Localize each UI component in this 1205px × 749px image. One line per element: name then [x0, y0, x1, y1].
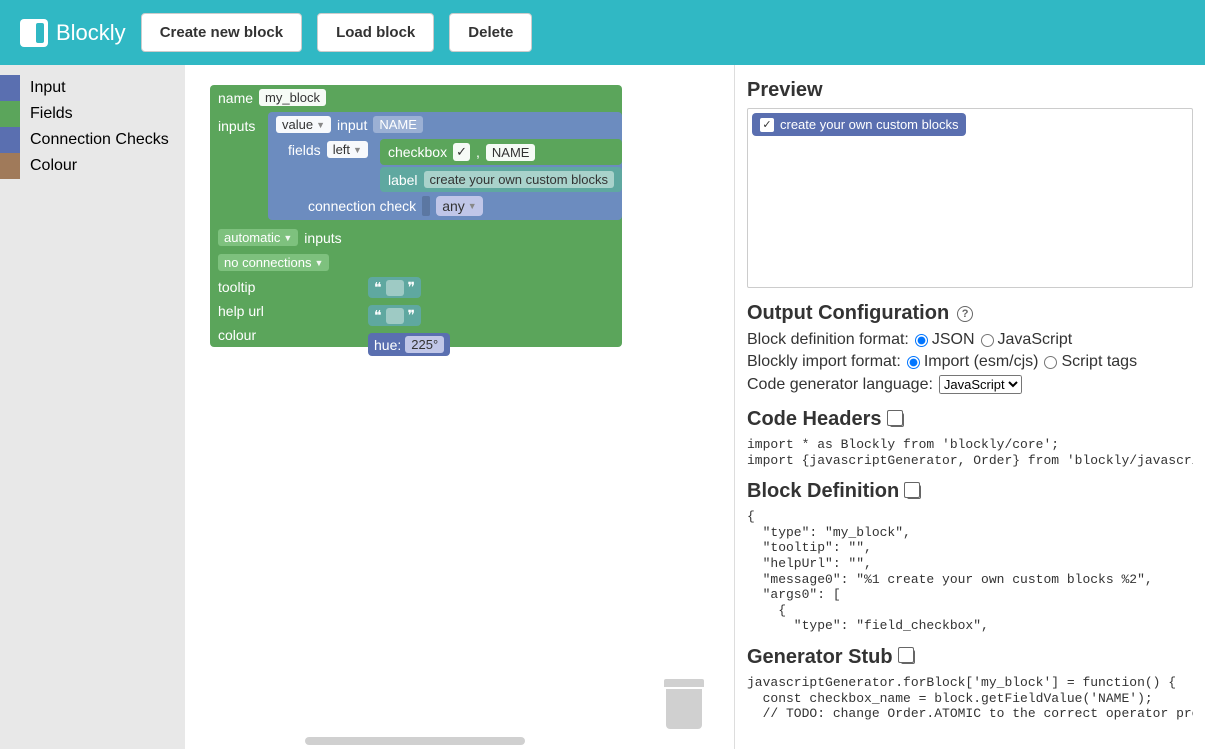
brand-text: Blockly — [56, 20, 126, 46]
copy-icon[interactable] — [890, 413, 904, 427]
sidebar-item-colour[interactable]: Colour — [0, 153, 185, 179]
workspace[interactable]: name my_block inputs value▼ input NAME — [185, 65, 735, 749]
block-factory-root[interactable]: name my_block inputs value▼ input NAME — [210, 85, 622, 347]
preview-block-text: create your own custom blocks — [780, 117, 958, 132]
def-format-json-radio[interactable]: JSON — [915, 331, 975, 349]
label-field-label: label — [388, 172, 418, 188]
sidebar-item-label: Input — [30, 79, 66, 97]
label-text-field[interactable]: create your own custom blocks — [424, 171, 614, 188]
horizontal-scrollbar[interactable] — [305, 737, 525, 745]
checkbox-field-block[interactable]: checkbox ✓ , NAME — [380, 139, 622, 165]
inputs-mode-suffix: inputs — [304, 230, 341, 246]
category-swatch — [0, 153, 20, 179]
delete-button[interactable]: Delete — [449, 13, 532, 52]
checkbox-sep: , — [476, 144, 480, 160]
sidebar: Input Fields Connection Checks Colour — [0, 65, 185, 749]
sidebar-item-input[interactable]: Input — [0, 75, 185, 101]
def-format-js-radio[interactable]: JavaScript — [981, 331, 1073, 349]
trash-icon[interactable] — [664, 679, 704, 729]
helpurl-label: help url — [218, 303, 264, 319]
logo: Blockly — [20, 19, 126, 47]
help-icon[interactable]: ? — [957, 306, 973, 322]
hue-label: hue: — [374, 337, 401, 353]
code-headers-text: import * as Blockly from 'blockly/core';… — [747, 437, 1193, 468]
checkbox-label: checkbox — [388, 144, 447, 160]
import-script-radio[interactable]: Script tags — [1044, 353, 1137, 371]
checkbox-name-field[interactable]: NAME — [486, 144, 536, 161]
create-new-block-button[interactable]: Create new block — [141, 13, 302, 52]
import-esm-radio[interactable]: Import (esm/cjs) — [907, 353, 1039, 371]
def-format-row: Block definition format: JSON JavaScript — [747, 331, 1193, 349]
inputs-label: inputs — [218, 118, 255, 134]
category-swatch — [0, 127, 20, 153]
name-label: name — [218, 90, 253, 106]
checkbox-state[interactable]: ✓ — [453, 143, 470, 161]
category-swatch — [0, 75, 20, 101]
sidebar-item-label: Fields — [30, 105, 73, 123]
preview-box: ✓ create your own custom blocks — [747, 108, 1193, 288]
output-config-title: Output Configuration — [747, 302, 949, 325]
def-format-label: Block definition format: — [747, 331, 909, 349]
import-format-row: Blockly import format: Import (esm/cjs) … — [747, 353, 1193, 371]
gen-lang-label: Code generator language: — [747, 376, 933, 394]
category-swatch — [0, 101, 20, 127]
input-value-block[interactable]: value▼ input NAME fields left▼ — [268, 112, 622, 220]
name-field[interactable]: my_block — [259, 89, 326, 106]
connection-check-label: connection check — [308, 198, 416, 214]
block-definition-title: Block Definition — [747, 480, 899, 503]
fields-label: fields — [288, 142, 321, 158]
block-definition-text: { "type": "my_block", "tooltip": "", "he… — [747, 509, 1193, 634]
connections-dropdown[interactable]: no connections▼ — [218, 254, 329, 271]
blockly-logo-icon — [20, 19, 48, 47]
preview-checkbox-icon[interactable]: ✓ — [760, 118, 774, 132]
hue-value-field[interactable]: 225° — [405, 336, 444, 353]
main: Input Fields Connection Checks Colour na… — [0, 65, 1205, 749]
header: Blockly Create new block Load block Dele… — [0, 0, 1205, 65]
sidebar-item-fields[interactable]: Fields — [0, 101, 185, 127]
input-type-dropdown[interactable]: value▼ — [276, 116, 331, 133]
gen-lang-select[interactable]: JavaScript — [939, 375, 1022, 394]
input-name-field[interactable]: NAME — [373, 116, 423, 133]
code-headers-title: Code Headers — [747, 408, 882, 431]
sidebar-item-connection-checks[interactable]: Connection Checks — [0, 127, 185, 153]
copy-icon[interactable] — [901, 650, 915, 664]
inputs-mode-dropdown[interactable]: automatic▼ — [218, 229, 298, 246]
sidebar-item-label: Colour — [30, 157, 77, 175]
helpurl-text-block[interactable]: ❝❞ — [368, 305, 421, 326]
tooltip-text-block[interactable]: ❝❞ — [368, 277, 421, 298]
connection-check-any-block[interactable]: any▼ — [436, 196, 483, 216]
fields-align-dropdown[interactable]: left▼ — [327, 141, 368, 158]
copy-icon[interactable] — [907, 485, 921, 499]
label-field-block[interactable]: label create your own custom blocks — [380, 167, 622, 192]
preview-title: Preview — [747, 79, 1193, 102]
import-format-label: Blockly import format: — [747, 353, 901, 371]
colour-label: colour — [218, 327, 256, 343]
load-block-button[interactable]: Load block — [317, 13, 434, 52]
connection-socket-icon — [422, 196, 430, 216]
input-label: input — [337, 117, 367, 133]
sidebar-item-label: Connection Checks — [30, 131, 169, 149]
tooltip-label: tooltip — [218, 279, 255, 295]
generator-stub-title: Generator Stub — [747, 646, 893, 669]
generator-stub-text: javascriptGenerator.forBlock['my_block']… — [747, 675, 1193, 722]
hue-block[interactable]: hue: 225° — [368, 333, 450, 356]
right-panel: Preview ✓ create your own custom blocks … — [735, 65, 1205, 749]
preview-block[interactable]: ✓ create your own custom blocks — [752, 113, 966, 136]
gen-lang-row: Code generator language: JavaScript — [747, 375, 1193, 394]
